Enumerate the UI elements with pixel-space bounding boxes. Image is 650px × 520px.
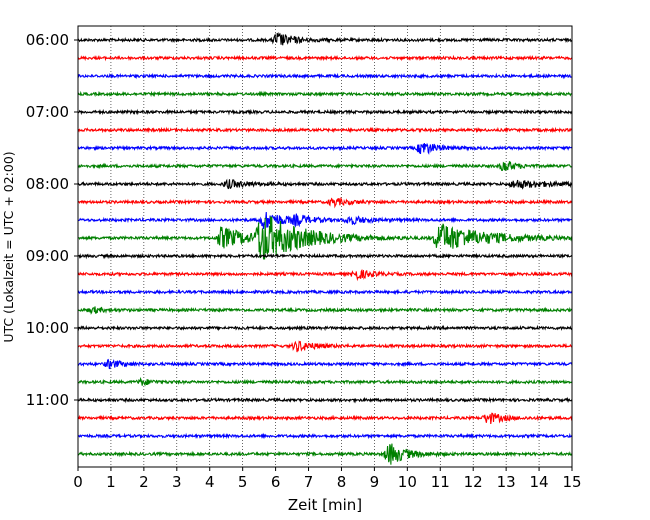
x-tick-label: 5 xyxy=(238,473,248,491)
seismogram-trace xyxy=(77,268,573,282)
x-tick-label: 6 xyxy=(271,473,281,491)
seismogram-trace xyxy=(77,126,573,134)
seismogram-trace xyxy=(77,196,573,209)
y-tick-label: 11:00 xyxy=(26,391,69,409)
seismogram-trace xyxy=(77,324,573,332)
seismogram-trace xyxy=(77,396,573,404)
seismogram-trace xyxy=(77,443,573,465)
x-tick-label: 4 xyxy=(205,473,215,491)
y-tick-label: 09:00 xyxy=(26,247,69,265)
seismogram-trace xyxy=(77,211,573,230)
seismogram-trace xyxy=(77,54,573,62)
trace-series xyxy=(77,31,573,465)
seismogram-trace xyxy=(77,108,573,116)
seismogram-trace xyxy=(77,142,573,155)
x-tick-label: 14 xyxy=(530,473,549,491)
seismogram-trace xyxy=(77,288,573,296)
x-tick-label: 0 xyxy=(73,473,83,491)
seismogram-trace xyxy=(77,306,573,315)
plot-frame xyxy=(77,25,573,468)
x-tick-label: 9 xyxy=(370,473,380,491)
x-tick-label: 11 xyxy=(431,473,450,491)
x-axis-label: Zeit [min] xyxy=(288,496,362,514)
seismogram-trace xyxy=(77,412,573,425)
x-tick-label: 1 xyxy=(106,473,116,491)
seismogram-trace xyxy=(77,31,573,46)
x-tick-label: 2 xyxy=(139,473,149,491)
seismogram-trace xyxy=(77,90,573,98)
seismogram-trace xyxy=(77,178,573,190)
x-tick-label: 3 xyxy=(172,473,182,491)
seismogram-trace xyxy=(77,216,573,260)
seismogram-trace xyxy=(77,252,573,260)
x-tick-label: 10 xyxy=(398,473,417,491)
seismogram-trace xyxy=(77,432,573,440)
x-tick-label: 15 xyxy=(562,473,581,491)
seismogram-trace xyxy=(77,72,573,80)
seismogram-trace xyxy=(77,358,573,370)
x-tick-label: 7 xyxy=(304,473,314,491)
x-axis-ticks: 0 1 2 3 4 5 6 7 8 9 10 11 12 13 14 15 xyxy=(73,467,582,491)
y-tick-label: 06:00 xyxy=(26,31,69,49)
y-axis-label: UTC (Lokalzeit = UTC + 02:00) xyxy=(1,151,16,342)
y-tick-label: 08:00 xyxy=(26,175,69,193)
seismogram-trace xyxy=(77,376,573,387)
y-tick-label: 07:00 xyxy=(26,103,69,121)
x-tick-label: 13 xyxy=(497,473,516,491)
x-tick-label: 12 xyxy=(464,473,483,491)
x-tick-label: 8 xyxy=(337,473,347,491)
seismogram-trace xyxy=(77,161,573,172)
y-tick-label: 10:00 xyxy=(26,319,69,337)
seismogram-trace xyxy=(77,340,573,353)
y-axis-ticks: 06:00 07:00 08:00 09:00 10:00 11:00 xyxy=(26,31,78,409)
